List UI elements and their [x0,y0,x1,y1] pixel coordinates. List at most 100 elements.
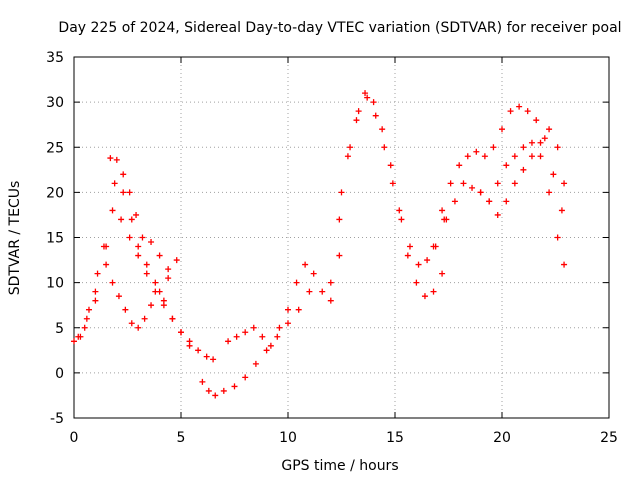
data-point [451,198,458,205]
data-point [165,275,172,282]
data-point [550,171,557,178]
data-point [148,239,155,246]
data-point [109,279,116,286]
data-point [379,126,386,133]
data-point [404,252,411,259]
data-point [469,184,476,191]
data-point [528,153,535,160]
data-point [456,162,463,169]
data-point [100,243,107,250]
x-tick-label: 25 [600,430,618,446]
data-point [537,139,544,146]
data-point [499,126,505,133]
data-point [473,148,480,155]
data-point [173,257,180,264]
data-point [370,99,377,106]
series-track-e [199,288,313,399]
data-point [186,342,193,349]
data-point [133,211,140,218]
series-track-i [430,103,565,250]
y-tick-label: 35 [46,50,64,66]
data-point [430,243,437,250]
data-point [128,320,135,327]
data-point [152,279,159,286]
data-point [554,234,561,241]
data-point [415,261,422,268]
y-tick-label: 0 [55,366,64,382]
data-point [77,333,84,340]
data-point [195,347,202,354]
data-point [220,387,227,394]
data-point [115,293,122,300]
data-point [561,261,568,268]
data-point [135,252,142,259]
data-point [511,180,518,187]
data-point [554,144,561,151]
data-point [387,162,394,169]
y-tick-label: 25 [46,140,64,156]
y-tick-label: 30 [46,95,64,111]
data-point [430,288,437,295]
data-point [113,156,120,163]
data-point [276,324,283,331]
data-point [259,333,266,340]
data-point [486,198,493,205]
data-point [372,112,379,119]
data-point [205,387,212,394]
data-point [443,216,450,223]
data-point [507,108,514,115]
data-point [135,324,142,331]
data-point [558,207,565,214]
data-point [143,270,150,277]
data-point [135,243,142,250]
data-point [362,90,369,97]
data-point [439,270,446,277]
x-axis-ticks: 0 5 10 15 20 25 [70,57,618,446]
data-point [156,288,163,295]
data-point [406,243,413,250]
data-point [464,153,471,160]
data-point [285,320,291,327]
chart-title: Day 225 of 2024, Sidereal Day-to-day VTE… [58,20,621,36]
y-axis-label: SDTVAR / TECUs [7,181,23,296]
data-point [212,392,219,399]
data-point [126,189,133,196]
data-point [139,234,146,241]
data-point [71,338,77,345]
data-point [126,234,133,241]
data-point [439,207,446,214]
y-tick-label: 20 [46,185,64,201]
data-point [494,180,501,187]
data-point [413,279,420,286]
data-point [143,261,150,268]
data-point [109,207,116,214]
series-track-k [477,126,568,218]
data-point [169,315,176,322]
data-point [293,279,300,286]
data-point [336,216,343,223]
data-point [203,353,210,360]
data-point [118,216,125,223]
series-track-g [327,90,446,300]
data-point [503,162,510,169]
data-point [295,306,302,313]
data-point [107,155,114,162]
data-point [252,360,259,367]
data-point [122,306,129,313]
data-point [460,180,467,187]
data-point [494,211,501,218]
data-point [533,117,540,124]
data-point [128,216,135,223]
y-tick-label: 15 [46,231,64,247]
data-point [120,171,127,178]
data-point [267,342,274,349]
data-point [327,297,334,304]
data-point [111,180,118,187]
data-point [306,288,313,295]
data-point [274,333,281,340]
x-tick-label: 5 [177,430,186,446]
data-point [561,180,568,187]
data-point [503,198,510,205]
grid-lines [74,57,609,418]
